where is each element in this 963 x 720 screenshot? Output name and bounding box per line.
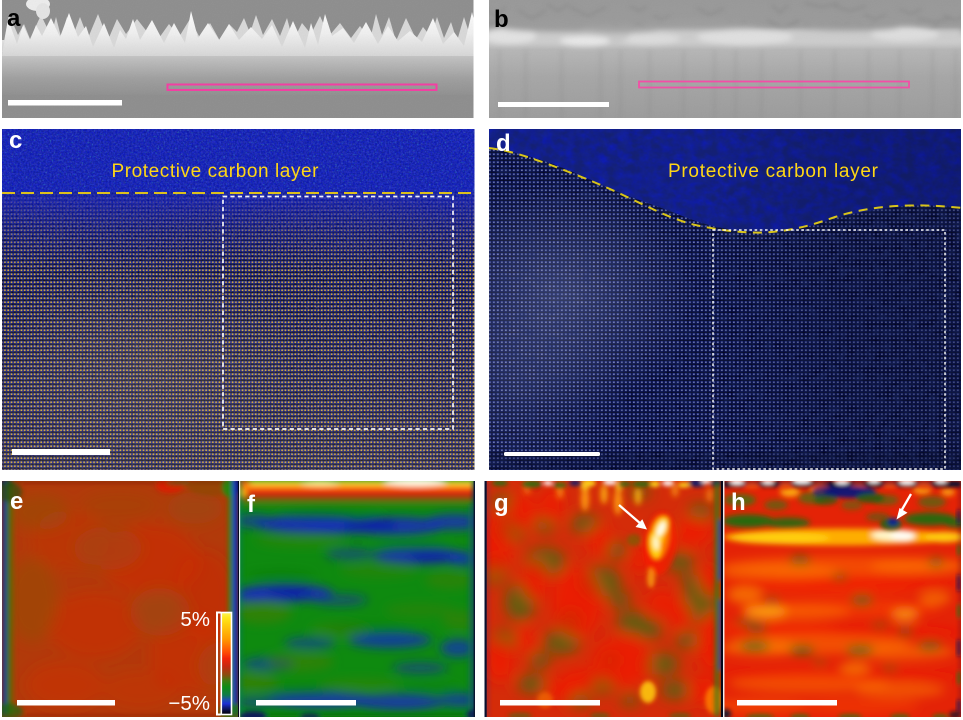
svg-text:h: h (731, 489, 746, 516)
svg-text:−5%: −5% (168, 692, 210, 715)
svg-text:f: f (247, 491, 256, 518)
svg-text:g: g (494, 490, 509, 517)
svg-text:e: e (10, 488, 23, 515)
svg-text:b: b (494, 6, 509, 33)
svg-text:Protective carbon layer: Protective carbon layer (112, 161, 320, 182)
svg-text:d: d (496, 130, 511, 157)
svg-text:c: c (9, 127, 22, 154)
svg-text:Protective carbon layer: Protective carbon layer (668, 161, 879, 182)
svg-text:5%: 5% (180, 608, 210, 631)
svg-text:a: a (7, 5, 21, 32)
